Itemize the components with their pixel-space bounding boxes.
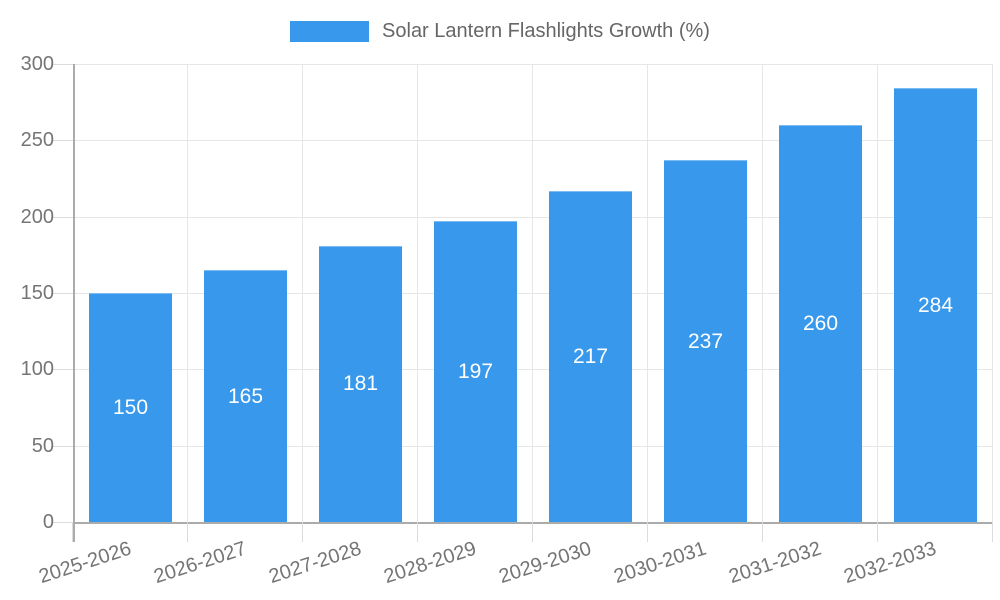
x-tick-mark	[877, 522, 878, 542]
x-tick-label: 2026-2027	[151, 537, 249, 589]
x-tick-label: 2025-2026	[36, 537, 134, 589]
y-axis-line	[73, 64, 75, 542]
gridline-vertical	[647, 64, 648, 522]
y-tick-label: 50	[31, 434, 54, 457]
bar-2026-2027[interactable]: 165	[204, 270, 287, 522]
legend-swatch	[290, 21, 370, 42]
chart-legend[interactable]: Solar Lantern Flashlights Growth (%)	[0, 20, 1000, 43]
y-tick-mark	[53, 64, 73, 65]
bar-value-label: 150	[112, 396, 149, 419]
gridline-horizontal	[73, 445, 993, 447]
gridline-horizontal	[73, 140, 993, 142]
gridline-vertical	[532, 64, 533, 522]
y-tick-mark	[53, 140, 73, 142]
y-tick-mark	[53, 522, 73, 523]
bar-2027-2028[interactable]: 181	[319, 245, 402, 522]
y-tick-label: 300	[20, 53, 54, 75]
gridline-vertical	[417, 64, 418, 522]
bar-value-label: 197	[457, 360, 494, 384]
gridline-horizontal	[73, 64, 993, 65]
gridline-vertical	[302, 64, 303, 522]
x-tick-mark	[992, 522, 993, 542]
gridline-vertical	[877, 64, 878, 522]
legend-label: Solar Lantern Flashlights Growth (%)	[382, 20, 710, 42]
plot-area: 0 50 100 150 200 250 300 150 2025-2026 165 2026-20…	[21, 54, 993, 588]
x-tick-label: 2028-2029	[381, 537, 479, 589]
bar-value-label: 165	[227, 384, 264, 408]
bar-value-label: 237	[687, 329, 724, 353]
gridline-vertical	[992, 64, 993, 522]
gridline-vertical	[187, 64, 188, 522]
bar-value-label: 284	[917, 293, 954, 317]
bar-value-label: 217	[572, 344, 609, 368]
y-tick-label: 250	[20, 129, 54, 152]
gridline-vertical	[762, 64, 763, 522]
bar-2032-2033[interactable]: 284	[894, 88, 977, 522]
x-tick-label: 2032-2033	[841, 537, 939, 589]
bar-2029-2030[interactable]: 217	[549, 190, 632, 522]
y-tick-label: 100	[20, 358, 54, 381]
bar-2028-2029[interactable]: 197	[434, 221, 517, 522]
x-tick-label: 2029-2030	[496, 537, 594, 589]
x-tick-mark	[302, 522, 303, 542]
gridline-horizontal	[73, 369, 993, 371]
y-tick-mark	[53, 293, 73, 294]
x-tick-mark	[417, 522, 418, 542]
gridline-horizontal	[73, 216, 993, 218]
bar-2030-2031[interactable]: 237	[664, 160, 747, 522]
y-tick-mark	[53, 445, 73, 447]
x-tick-mark	[762, 522, 763, 542]
x-tick-label: 2027-2028	[266, 537, 364, 589]
bar-2031-2032[interactable]: 260	[779, 125, 862, 522]
x-tick-mark	[187, 522, 188, 542]
y-tick-label: 0	[42, 511, 54, 533]
x-tick-mark	[72, 522, 73, 542]
bar-value-label: 181	[342, 372, 379, 396]
y-tick-mark	[53, 216, 73, 218]
x-axis-line	[73, 522, 993, 524]
bar-value-label: 260	[802, 312, 839, 336]
y-tick-label: 200	[20, 205, 54, 228]
bar-2025-2026[interactable]: 150	[89, 293, 172, 522]
y-tick-mark	[53, 369, 73, 371]
gridline-horizontal	[73, 293, 993, 294]
x-tick-label: 2030-2031	[611, 537, 709, 589]
x-tick-mark	[532, 522, 533, 542]
y-tick-label: 150	[20, 282, 54, 304]
x-tick-label: 2031-2032	[726, 537, 824, 589]
x-tick-mark	[647, 522, 648, 542]
